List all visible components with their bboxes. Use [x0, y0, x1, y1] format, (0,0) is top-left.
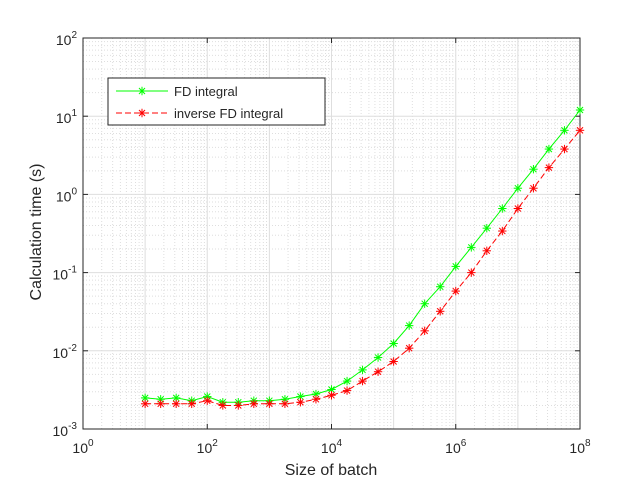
data-point [280, 399, 290, 409]
y-axis-label: Calculation time (s) [28, 164, 45, 301]
y-tick-label: 10-2 [53, 343, 78, 361]
data-point [451, 262, 460, 271]
legend-asterisk-marker [137, 108, 147, 118]
data-point [482, 223, 491, 233]
x-tick-label: 100 [72, 438, 94, 456]
x-tick-label: 108 [569, 438, 591, 456]
data-point [156, 399, 165, 409]
data-point [373, 367, 383, 376]
data-point [482, 246, 491, 256]
data-point [451, 286, 460, 296]
data-point [373, 353, 383, 362]
data-point [203, 396, 212, 405]
data-point [234, 401, 243, 410]
data-point [467, 243, 476, 252]
y-tick-label: 10-3 [53, 421, 78, 439]
data-point [529, 184, 538, 193]
data-point [311, 395, 321, 404]
x-tick-label: 102 [197, 438, 219, 456]
data-point [498, 204, 507, 213]
data-point [171, 399, 181, 409]
x-tick-label: 104 [321, 438, 343, 456]
data-point [560, 144, 569, 154]
data-point [498, 226, 507, 236]
data-point [420, 326, 429, 336]
legend: FD integral inverse FD integral [107, 77, 326, 126]
legend-asterisk-marker [137, 86, 147, 96]
data-point [436, 307, 445, 316]
data-point [513, 184, 523, 193]
data-point [467, 268, 476, 277]
data-point [187, 399, 196, 409]
data-point [404, 321, 414, 330]
data-point [420, 299, 429, 308]
data-point [404, 343, 414, 353]
series-layer [140, 105, 585, 410]
data-point [327, 391, 336, 400]
y-tick-label: 100 [56, 186, 78, 204]
data-point [389, 357, 398, 366]
legend-marker-inverse-fd-integral [137, 108, 147, 118]
data-point [358, 365, 367, 375]
data-point [342, 386, 352, 395]
y-tick-label: 101 [56, 108, 78, 126]
data-point [327, 385, 336, 394]
data-point [436, 282, 445, 291]
legend-marker-fd-integral [137, 86, 147, 96]
data-point [358, 376, 367, 386]
y-tick-label: 10-1 [53, 265, 78, 283]
data-point [265, 399, 274, 409]
data-point [544, 144, 554, 154]
data-point [575, 126, 585, 135]
axes [82, 37, 581, 430]
legend-label-fd-integral: FD integral [174, 84, 238, 99]
data-point [529, 165, 538, 174]
data-point [218, 401, 228, 410]
data-point [544, 163, 554, 172]
x-tick-label: 106 [445, 438, 467, 456]
legend-box [107, 77, 326, 126]
data-point [389, 339, 398, 348]
data-point [140, 399, 150, 409]
legend-label-inverse-fd-integral: inverse FD integral [174, 106, 283, 121]
data-point [560, 126, 569, 135]
x-axis-label: Size of batch [285, 462, 378, 479]
data-point [296, 398, 305, 407]
data-point [513, 204, 523, 213]
tick-labels: 100 102 104 106 108 10-3 10-2 10-1 100 101 102 [53, 30, 591, 456]
y-tick-label: 102 [56, 30, 78, 48]
data-point [575, 105, 585, 115]
series-line-inverse-fd-integral [145, 129, 581, 406]
data-point [249, 399, 259, 409]
data-point [342, 376, 352, 386]
